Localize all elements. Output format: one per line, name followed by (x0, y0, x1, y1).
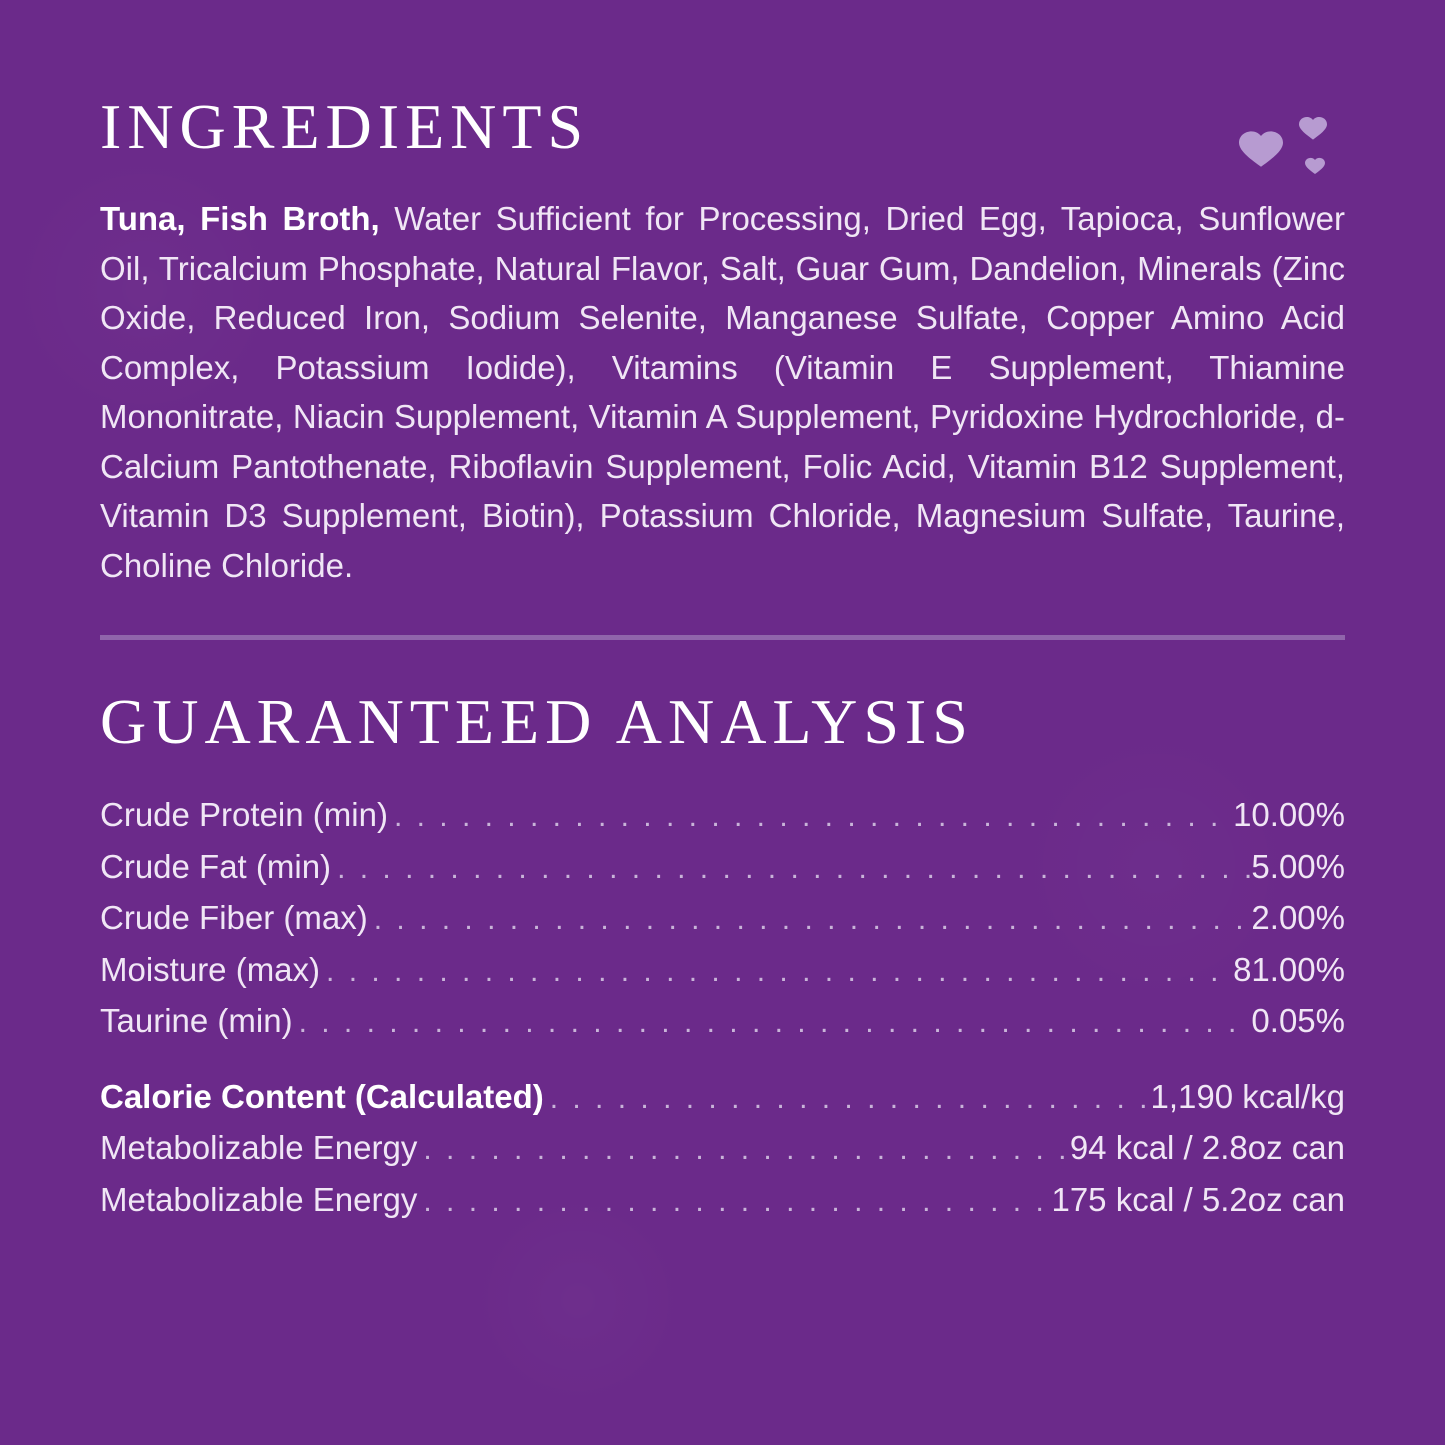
analysis-label: Calorie Content (Calculated) (100, 1071, 544, 1122)
analysis-value: 5.00% (1251, 841, 1345, 892)
analysis-value: 0.05% (1251, 995, 1345, 1046)
analysis-label: Metabolizable Energy (100, 1122, 417, 1173)
analysis-label: Moisture (max) (100, 944, 320, 995)
analysis-row: Crude Fiber (max) 2.00% (100, 892, 1345, 944)
analysis-value: 94 kcal / 2.8oz can (1070, 1122, 1345, 1173)
analysis-gap (100, 1047, 1345, 1071)
analysis-value: 81.00% (1233, 944, 1345, 995)
analysis-heading: GUARANTEED ANALYSIS (100, 685, 1345, 759)
ingredients-rest: Water Sufficient for Processing, Dried E… (100, 200, 1345, 584)
analysis-label: Metabolizable Energy (100, 1174, 417, 1225)
analysis-label: Taurine (min) (100, 995, 293, 1046)
analysis-row: Crude Protein (min) 10.00% (100, 789, 1345, 841)
analysis-row: Calorie Content (Calculated) 1,190 kcal/k… (100, 1071, 1345, 1123)
hearts-decoration (1225, 110, 1345, 190)
analysis-value: 1,190 kcal/kg (1151, 1071, 1345, 1122)
analysis-label: Crude Fat (min) (100, 841, 331, 892)
analysis-dots (388, 794, 1233, 841)
analysis-dots (293, 1000, 1252, 1047)
analysis-dots (331, 846, 1251, 893)
analysis-row: Taurine (min) 0.05% (100, 995, 1345, 1047)
analysis-dots (544, 1076, 1151, 1123)
analysis-dots (417, 1179, 1051, 1226)
analysis-row: Metabolizable Energy 175 kcal / 5.2oz can (100, 1174, 1345, 1226)
analysis-dots (417, 1127, 1069, 1174)
ingredients-heading: INGREDIENTS (100, 90, 1345, 164)
analysis-value: 175 kcal / 5.2oz can (1051, 1174, 1345, 1225)
analysis-row: Crude Fat (min) 5.00% (100, 841, 1345, 893)
analysis-dots (320, 949, 1233, 996)
analysis-dots (368, 897, 1252, 944)
analysis-row: Metabolizable Energy 94 kcal / 2.8oz can (100, 1122, 1345, 1174)
analysis-value: 10.00% (1233, 789, 1345, 840)
ingredients-body: Tuna, Fish Broth, Water Sufficient for P… (100, 194, 1345, 590)
analysis-value: 2.00% (1251, 892, 1345, 943)
ingredients-bold-lead: Tuna, Fish Broth, (100, 200, 394, 237)
section-divider (100, 635, 1345, 640)
analysis-label: Crude Protein (min) (100, 789, 388, 840)
analysis-label: Crude Fiber (max) (100, 892, 368, 943)
analysis-list: Crude Protein (min)10.00%Crude Fat (min)… (100, 789, 1345, 1225)
analysis-row: Moisture (max) 81.00% (100, 944, 1345, 996)
